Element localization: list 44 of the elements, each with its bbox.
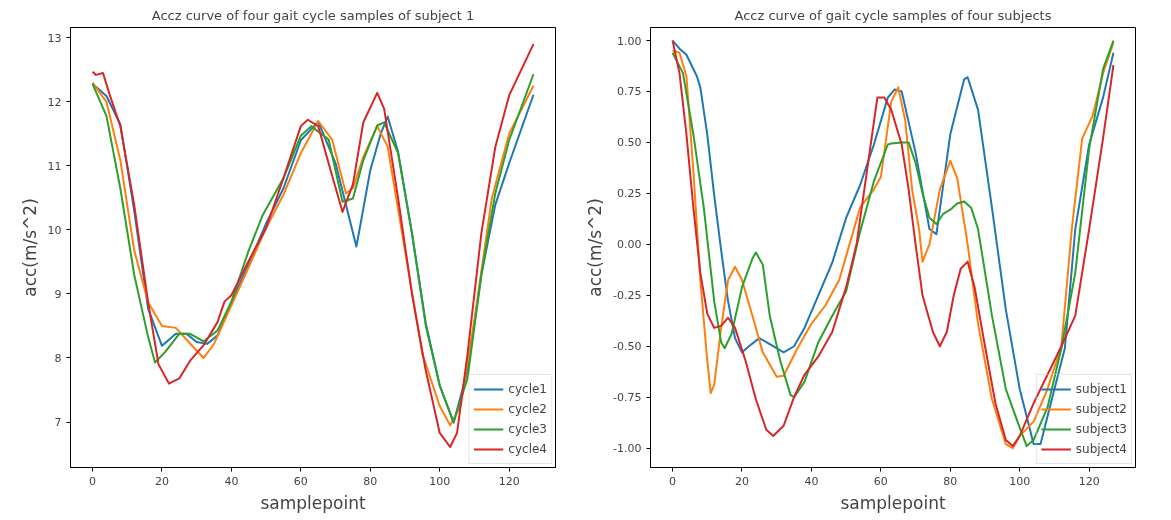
- x-tick-label: 20: [154, 474, 169, 488]
- x-tick-label: 60: [873, 474, 888, 488]
- y-tick-label: 0.50: [617, 136, 642, 150]
- legend-label: cycle1: [508, 382, 547, 396]
- legend-label: subject3: [1075, 422, 1127, 436]
- y-tick-label: 12: [47, 95, 62, 109]
- legend-label: cycle2: [508, 402, 547, 416]
- y-tick-label: -0.75: [613, 391, 642, 405]
- x-tick-label: 0: [669, 474, 677, 488]
- legend-label: subject2: [1075, 402, 1127, 416]
- y-tick-label: 11: [47, 159, 62, 173]
- x-tick-label: 120: [498, 474, 520, 488]
- x-tick-label: 0: [89, 474, 97, 488]
- legend-label: subject4: [1075, 442, 1127, 456]
- y-tick-label: 8: [54, 351, 62, 365]
- legend-label: cycle4: [508, 442, 547, 456]
- x-tick-label: 100: [1009, 474, 1031, 488]
- y-tick-label: 1.00: [617, 34, 642, 48]
- y-tick-label: 0.25: [617, 187, 642, 201]
- legend-label: subject1: [1075, 382, 1127, 396]
- y-tick-label: 13: [47, 31, 62, 45]
- y-tick-label: -1.00: [613, 442, 642, 456]
- x-tick-label: 60: [293, 474, 308, 488]
- x-axis-title: samplepoint: [840, 492, 946, 513]
- chart-title: Accz curve of gait cycle samples of four subjects: [734, 7, 1052, 23]
- y-axis-title: acc(m/s^2): [585, 198, 606, 297]
- y-tick-label: 7: [54, 416, 62, 430]
- y-tick-label: 0.00: [617, 238, 642, 252]
- x-axis-title: samplepoint: [260, 492, 366, 513]
- x-tick-label: 40: [224, 474, 239, 488]
- x-tick-label: 80: [363, 474, 378, 488]
- y-tick-label: 0.75: [617, 85, 642, 99]
- chart-title: Accz curve of four gait cycle samples of subject 1: [151, 7, 475, 23]
- x-tick-label: 120: [1078, 474, 1100, 488]
- y-tick-label: 10: [47, 223, 62, 237]
- y-tick-label: -0.50: [613, 340, 642, 354]
- x-tick-label: 100: [429, 474, 451, 488]
- x-tick-label: 20: [734, 474, 749, 488]
- y-axis-title: acc(m/s^2): [19, 198, 40, 297]
- x-tick-label: 40: [804, 474, 819, 488]
- legend-label: cycle3: [508, 422, 547, 436]
- y-tick-label: 9: [54, 287, 62, 301]
- x-tick-label: 80: [943, 474, 958, 488]
- y-tick-label: -0.25: [613, 289, 642, 303]
